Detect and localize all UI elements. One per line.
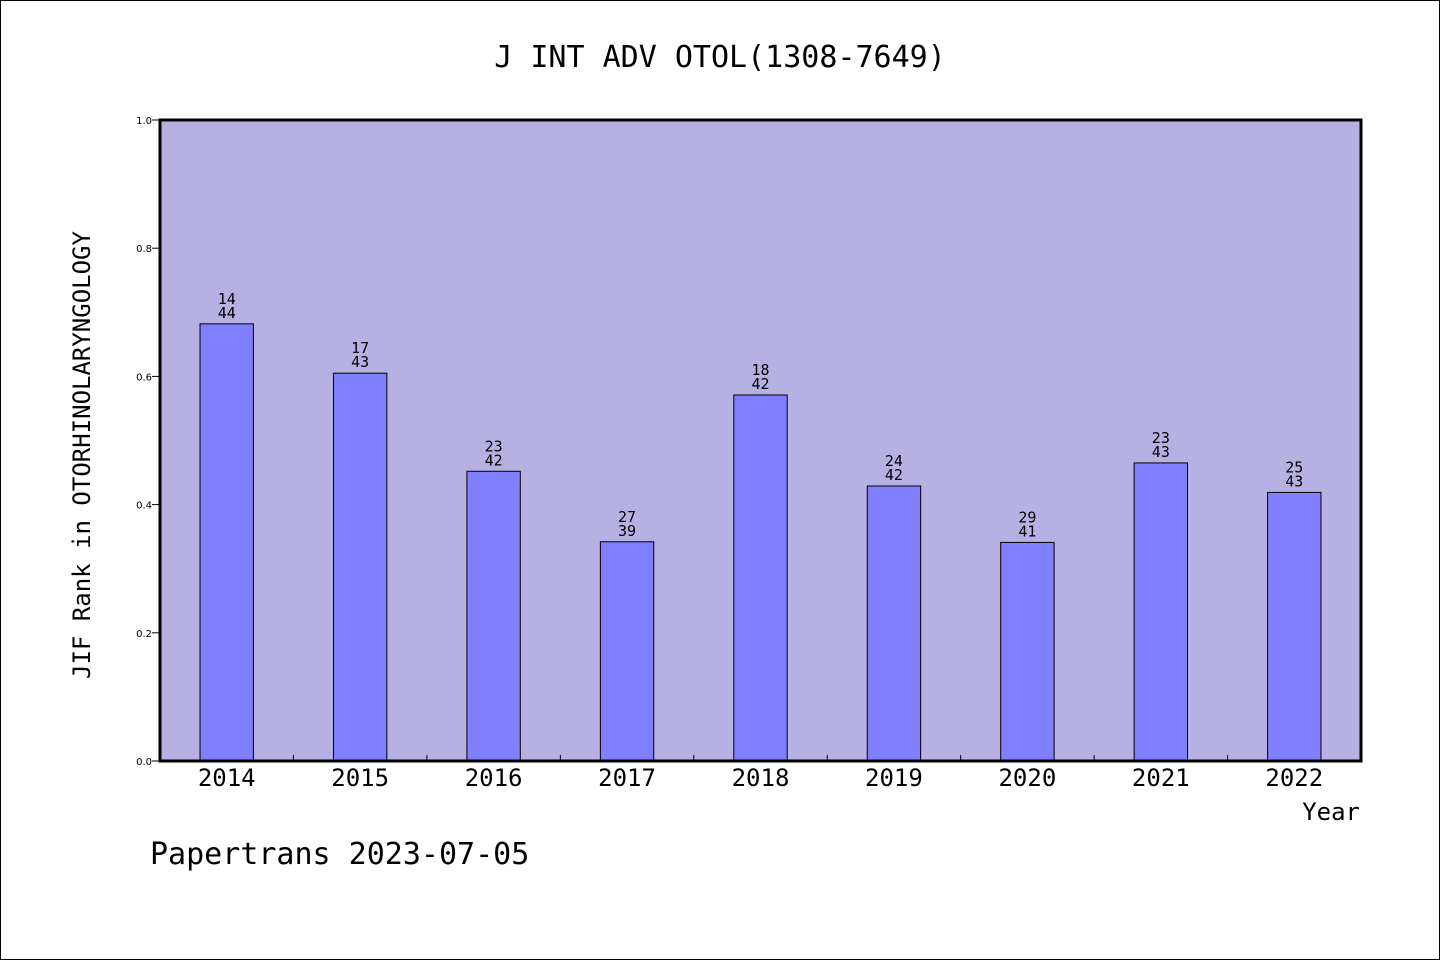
bar-2016 <box>466 470 521 762</box>
x-tick-label-2014: 2014 <box>198 764 256 792</box>
x-tick-label-2019: 2019 <box>865 764 923 792</box>
data-label-total-2014: 44 <box>218 304 236 322</box>
x-tick-label-2021: 2021 <box>1132 764 1190 792</box>
x-tick-label-2020: 2020 <box>998 764 1056 792</box>
x-tick-label-2016: 2016 <box>465 764 523 792</box>
data-label-total-2022: 43 <box>1285 472 1303 490</box>
y-axis-label: JIF Rank in OTORHINOLARYNGOLOGY <box>68 230 96 678</box>
y-tick-label-0.6: 0.6 <box>136 372 152 383</box>
data-label-rank-2015: 17 <box>351 339 369 357</box>
plot-border <box>158 118 1363 763</box>
x-tick-label-2018: 2018 <box>732 764 790 792</box>
data-label-rank-2020: 29 <box>1018 508 1036 526</box>
data-label-rank-2019: 24 <box>885 452 903 470</box>
y-tick-label-0.0: 0.0 <box>136 757 152 768</box>
bar-2019 <box>866 485 922 762</box>
data-label-total-2021: 43 <box>1152 443 1170 461</box>
data-label-total-2017: 39 <box>618 522 636 540</box>
data-label-rank-2018: 18 <box>751 361 769 379</box>
y-tick-label-0.8: 0.8 <box>136 244 152 255</box>
bar-2021 <box>1133 462 1189 762</box>
bar-2018 <box>733 394 788 762</box>
data-label-total-2018: 42 <box>751 375 769 393</box>
x-axis-label: Year <box>1302 798 1360 826</box>
data-label-rank-2017: 27 <box>618 508 636 526</box>
bar-2014 <box>199 323 254 762</box>
bar-2015 <box>332 372 388 762</box>
x-tick-label-2017: 2017 <box>598 764 656 792</box>
data-label-rank-2021: 23 <box>1152 429 1170 447</box>
data-label-rank-2022: 25 <box>1285 458 1303 476</box>
y-tick-label-1.0: 1.0 <box>136 116 152 127</box>
bar-2022 <box>1267 491 1322 762</box>
bar-2017 <box>599 541 655 762</box>
y-tick-label-0.4: 0.4 <box>136 501 152 512</box>
chart-title: J INT ADV OTOL(1308-7649) <box>494 40 946 75</box>
data-label-rank-2016: 23 <box>485 437 503 455</box>
data-label-total-2020: 41 <box>1018 522 1036 540</box>
data-label-total-2019: 42 <box>885 466 903 484</box>
y-tick-label-0.2: 0.2 <box>136 629 152 640</box>
data-label-total-2016: 42 <box>485 451 503 469</box>
data-label-total-2015: 43 <box>351 353 369 371</box>
x-tick-label-2015: 2015 <box>331 764 389 792</box>
footer-credit: Papertrans 2023-07-05 <box>150 837 529 872</box>
bar-2020 <box>1000 541 1055 762</box>
data-label-rank-2014: 14 <box>218 290 236 308</box>
x-tick-label-2022: 2022 <box>1265 764 1323 792</box>
